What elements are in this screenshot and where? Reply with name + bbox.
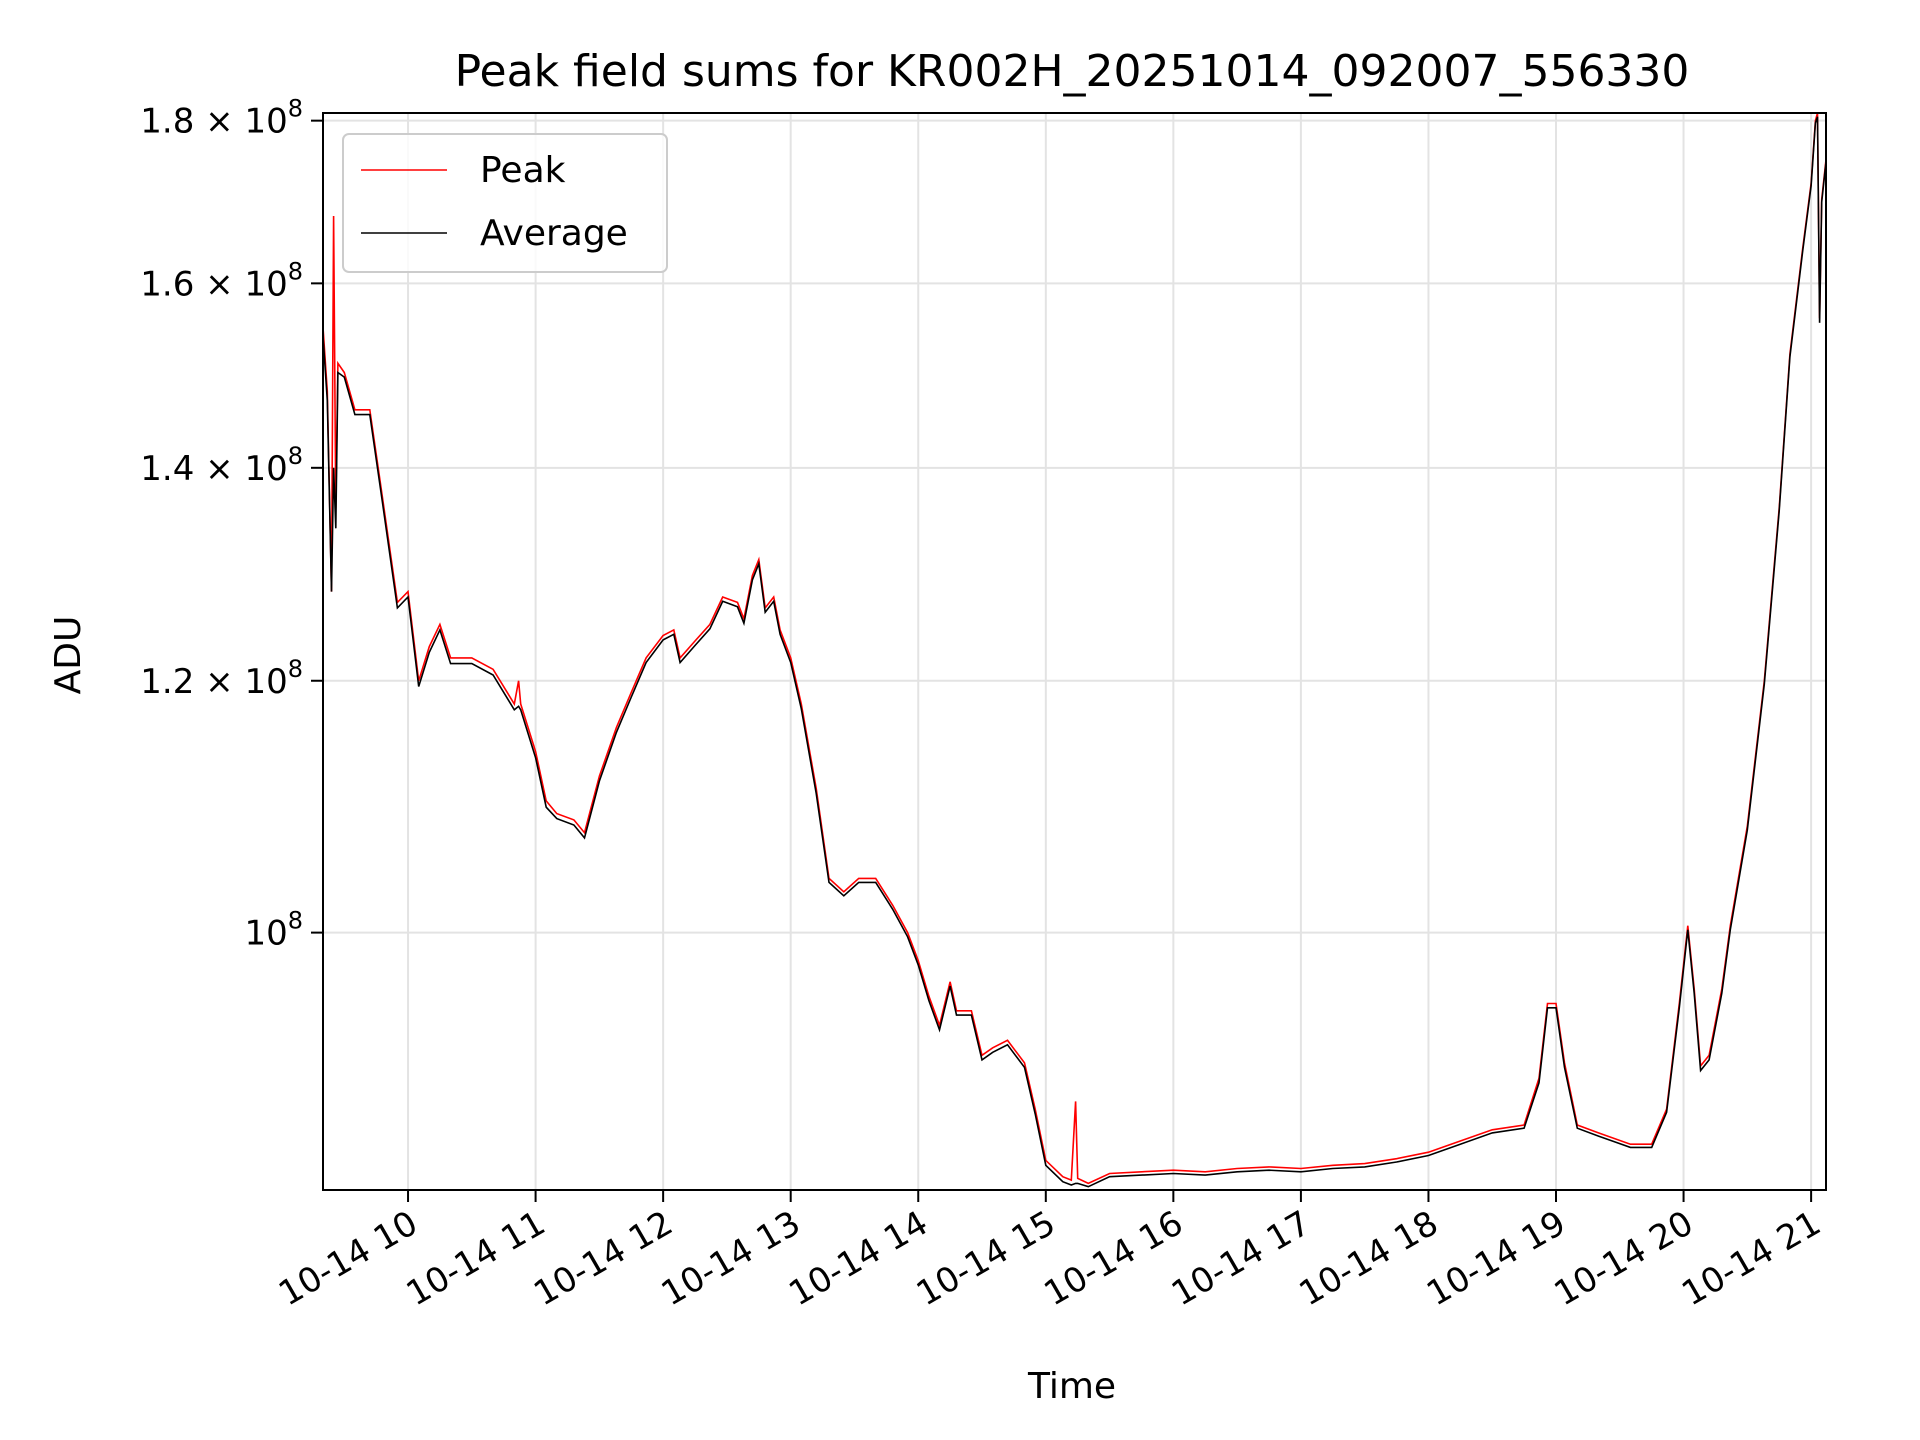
x-tick-label: 10-14 13	[655, 1203, 807, 1314]
series-line-peak	[322, 112, 1827, 1185]
legend-label-average: Average	[480, 213, 628, 254]
y-tick-label: 1.8 × 108	[140, 95, 303, 142]
legend: Peak Average	[342, 133, 668, 273]
legend-label-peak: Peak	[480, 150, 566, 191]
x-tick-label: 10-14 21	[1675, 1203, 1827, 1314]
series-line-average	[322, 116, 1827, 1188]
y-axis-ticks: 108 1.2 × 108 1.4 × 108 1.6 × 108 1.8 × 108	[140, 95, 323, 954]
y-tick-exponent: 8	[288, 442, 303, 470]
x-tick-label: 10-14 12	[527, 1203, 679, 1314]
x-tick-label: 10-14 15	[910, 1203, 1062, 1314]
chart-title: Peak field sums for KR002H_20251014_0920…	[455, 46, 1690, 97]
y-tick-label: 1.6 × 108	[140, 257, 303, 304]
x-tick-label: 10-14 11	[400, 1203, 552, 1314]
y-tick-exponent: 8	[288, 655, 303, 683]
y-tick-label: 1.4 × 108	[140, 442, 303, 489]
x-tick-label: 10-14 19	[1420, 1203, 1572, 1314]
y-tick-exponent: 8	[288, 95, 303, 123]
x-tick-label: 10-14 10	[272, 1203, 424, 1314]
x-tick-label: 10-14 20	[1548, 1203, 1700, 1314]
x-tick-label: 10-14 18	[1293, 1203, 1445, 1314]
plot-area-frame	[322, 112, 1827, 1191]
x-tick-label: 10-14 16	[1037, 1203, 1189, 1314]
y-tick-exponent: 8	[288, 907, 303, 935]
y-tick-label: 108	[244, 907, 303, 954]
x-tick-label: 10-14 17	[1165, 1203, 1317, 1314]
legend-box	[342, 133, 668, 273]
grid	[323, 113, 1826, 1190]
y-axis-label: ADU	[48, 616, 89, 695]
y-tick-exponent: 8	[288, 257, 303, 285]
y-tick-label: 1.2 × 108	[140, 655, 303, 702]
series-layer	[322, 112, 1827, 1188]
x-tick-label: 10-14 14	[782, 1203, 934, 1314]
x-axis-label: Time	[1027, 1366, 1116, 1407]
